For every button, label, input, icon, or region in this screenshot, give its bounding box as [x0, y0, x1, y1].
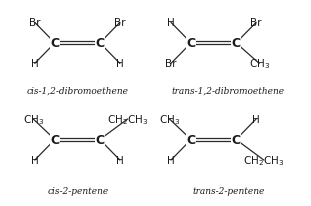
- Text: CH$_3$: CH$_3$: [23, 112, 44, 126]
- Text: C: C: [231, 133, 241, 146]
- Text: trans-2-pentene: trans-2-pentene: [192, 186, 264, 195]
- Text: Br: Br: [250, 18, 262, 28]
- Text: C: C: [95, 37, 104, 50]
- Text: H: H: [167, 18, 175, 28]
- Text: CH$_2$CH$_3$: CH$_2$CH$_3$: [107, 112, 148, 126]
- Text: CH$_3$: CH$_3$: [159, 112, 180, 126]
- Text: CH$_2$CH$_3$: CH$_2$CH$_3$: [243, 153, 285, 167]
- Text: H: H: [116, 155, 124, 165]
- Text: cis-2-pentene: cis-2-pentene: [48, 186, 109, 195]
- Text: cis-1,2-dibromoethene: cis-1,2-dibromoethene: [27, 86, 129, 95]
- Text: Br: Br: [165, 59, 177, 69]
- Text: Br: Br: [29, 18, 40, 28]
- Text: C: C: [187, 37, 196, 50]
- Text: C: C: [50, 37, 59, 50]
- Text: C: C: [95, 133, 104, 146]
- Text: C: C: [231, 37, 241, 50]
- Text: Br: Br: [114, 18, 126, 28]
- Text: C: C: [50, 133, 59, 146]
- Text: trans-1,2-dibromoethene: trans-1,2-dibromoethene: [172, 86, 285, 95]
- Text: H: H: [31, 59, 39, 69]
- Text: C: C: [187, 133, 196, 146]
- Text: H: H: [31, 155, 39, 165]
- Text: H: H: [167, 155, 175, 165]
- Text: H: H: [252, 114, 260, 124]
- Text: H: H: [116, 59, 124, 69]
- Text: CH$_3$: CH$_3$: [248, 57, 270, 71]
